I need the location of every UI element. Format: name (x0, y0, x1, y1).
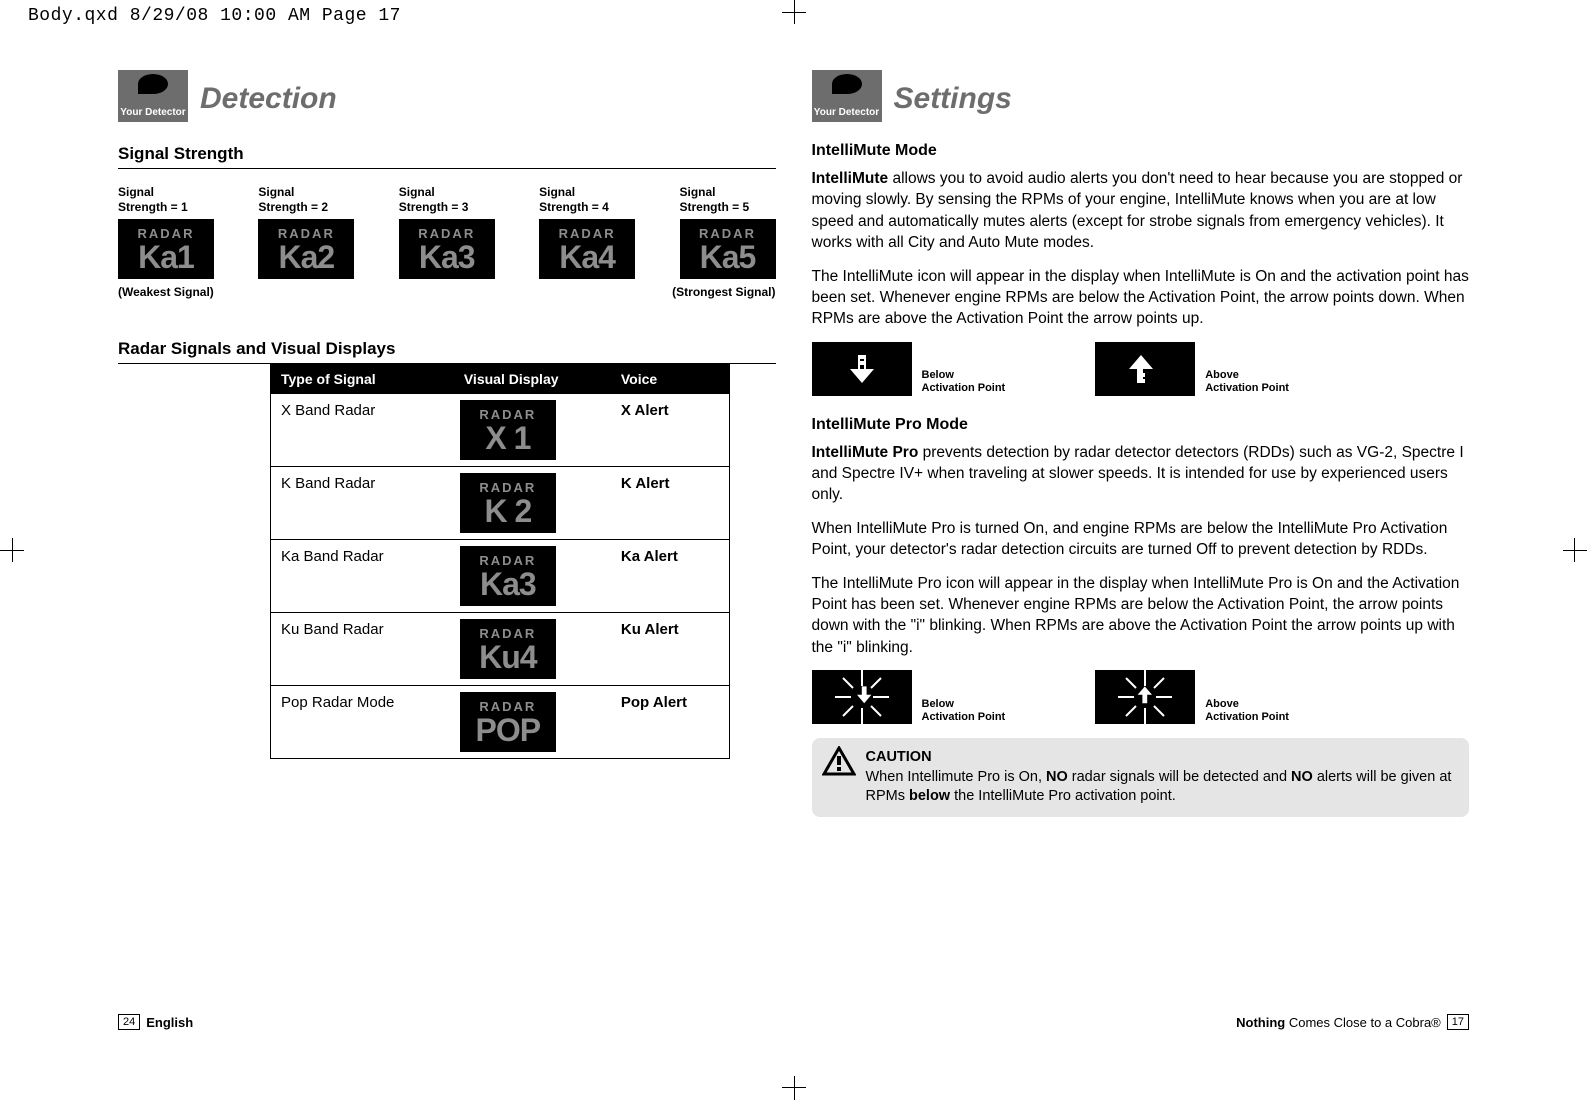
signal-label: SignalStrength = 2 (258, 185, 354, 215)
intellimute-p2: The IntelliMute icon will appear in the … (812, 266, 1470, 330)
section-tab: Your Detector (812, 70, 882, 122)
cobra-logo-icon (832, 74, 862, 94)
intellimute-p1: IntelliMute allows you to avoid audio al… (812, 168, 1470, 254)
cobra-logo-icon (138, 74, 168, 94)
footer-right: Nothing Comes Close to a Cobra® 17 (1236, 1014, 1469, 1030)
crop-mark (782, 12, 806, 13)
signal-column: SignalStrength = 3 RADARKa3 (399, 185, 495, 279)
table-row: X Band Radar RADARX 1 X Alert (271, 394, 730, 467)
cell-type: X Band Radar (271, 394, 454, 467)
signal-column: SignalStrength = 4 RADARKa4 (539, 185, 635, 279)
section-tab: Your Detector (118, 70, 188, 122)
footer-left: 24 English (118, 1014, 193, 1030)
below-label: BelowActivation Point (922, 369, 1006, 395)
arrow-down-icon (812, 342, 912, 396)
lcd-display: RADARKa3 (460, 546, 556, 606)
table-row: Ka Band Radar RADARKa3 Ka Alert (271, 540, 730, 613)
print-sheet: Body.qxd 8/29/08 10:00 AM Page 17 Your D… (0, 0, 1587, 1100)
page-number: 24 (118, 1014, 140, 1030)
radar-table-heading: Radar Signals and Visual Displays (118, 339, 776, 359)
lcd-display: RADARK 2 (460, 473, 556, 533)
footer-language: English (146, 1015, 193, 1030)
cell-type: Ka Band Radar (271, 540, 454, 613)
crop-mark (1574, 538, 1575, 562)
warning-icon (822, 746, 856, 776)
signal-strength-heading: Signal Strength (118, 144, 776, 164)
cell-voice: Pop Alert (611, 686, 730, 759)
col-type: Type of Signal (271, 365, 454, 394)
crop-mark (794, 1076, 795, 1100)
lcd-display: RADARKa5 (680, 219, 776, 279)
lcd-display: RADARKa3 (399, 219, 495, 279)
signal-label: SignalStrength = 1 (118, 185, 214, 215)
page-settings: Your Detector Settings IntelliMute Mode … (812, 70, 1470, 1030)
cell-voice: K Alert (611, 467, 730, 540)
signal-label: SignalStrength = 4 (539, 185, 635, 215)
intellimute-pro-heading: IntelliMute Pro Mode (812, 416, 1470, 434)
cell-type: K Band Radar (271, 467, 454, 540)
intellimute-pro-icons: BelowActivation Point AboveActivation Po… (812, 670, 1470, 724)
signal-label: SignalStrength = 3 (399, 185, 495, 215)
radar-signals-table: Type of Signal Visual Display Voice X Ba… (270, 364, 730, 759)
cell-type: Pop Radar Mode (271, 686, 454, 759)
above-label: AboveActivation Point (1205, 698, 1289, 724)
burst-arrow-up-icon (1095, 670, 1195, 724)
lcd-display: RADARKu4 (460, 619, 556, 679)
signal-label: SignalStrength = 5 (680, 185, 776, 215)
cell-display: RADARX 1 (454, 394, 611, 467)
table-row: Ku Band Radar RADARKu4 Ku Alert (271, 613, 730, 686)
page-title: Settings (894, 82, 1012, 116)
intellimute-heading: IntelliMute Mode (812, 142, 1470, 160)
caution-text: When Intellimute Pro is On, NO radar sig… (866, 768, 1456, 807)
lcd-display: RADARPOP (460, 692, 556, 752)
above-label: AboveActivation Point (1205, 369, 1289, 395)
intellimute-pro-p3: The IntelliMute Pro icon will appear in … (812, 573, 1470, 659)
lcd-display: RADARKa2 (258, 219, 354, 279)
crop-mark (782, 1087, 806, 1088)
cell-voice: X Alert (611, 394, 730, 467)
tab-label: Your Detector (814, 107, 879, 122)
page-title: Detection (200, 82, 337, 116)
tab-label: Your Detector (120, 107, 185, 122)
intellimute-pro-p2: When IntelliMute Pro is turned On, and e… (812, 518, 1470, 561)
cell-display: RADARPOP (454, 686, 611, 759)
divider (118, 168, 776, 169)
cell-voice: Ku Alert (611, 613, 730, 686)
arrow-up-icon (1095, 342, 1195, 396)
cell-type: Ku Band Radar (271, 613, 454, 686)
signal-column: SignalStrength = 2 RADARKa2 (258, 185, 354, 279)
lcd-display: RADARKa4 (539, 219, 635, 279)
page-detection: Your Detector Detection Signal Strength … (118, 70, 776, 1030)
strongest-label: (Strongest Signal) (672, 285, 775, 299)
below-label: BelowActivation Point (922, 698, 1006, 724)
crop-mark (12, 538, 13, 562)
intellimute-icons: BelowActivation Point AboveActivation Po… (812, 342, 1470, 396)
signal-range-labels: (Weakest Signal) (Strongest Signal) (118, 285, 776, 299)
signal-strength-row: SignalStrength = 1 RADARKa1SignalStrengt… (118, 185, 776, 279)
burst-arrow-down-icon (812, 670, 912, 724)
col-voice: Voice (611, 365, 730, 394)
crop-mark (1563, 550, 1587, 551)
caution-box: CAUTION When Intellimute Pro is On, NO r… (812, 738, 1470, 817)
slug-line: Body.qxd 8/29/08 10:00 AM Page 17 (28, 6, 401, 26)
lcd-display: RADARX 1 (460, 400, 556, 460)
intellimute-pro-p1: IntelliMute Pro prevents detection by ra… (812, 442, 1470, 506)
caution-title: CAUTION (866, 748, 1456, 768)
table-row: Pop Radar Mode RADARPOP Pop Alert (271, 686, 730, 759)
cell-display: RADARKa3 (454, 540, 611, 613)
footer-tagline: Nothing Comes Close to a Cobra® (1236, 1015, 1441, 1030)
lcd-display: RADARKa1 (118, 219, 214, 279)
signal-column: SignalStrength = 5 RADARKa5 (680, 185, 776, 279)
cell-display: RADARK 2 (454, 467, 611, 540)
table-row: K Band Radar RADARK 2 K Alert (271, 467, 730, 540)
signal-column: SignalStrength = 1 RADARKa1 (118, 185, 214, 279)
col-display: Visual Display (454, 365, 611, 394)
weakest-label: (Weakest Signal) (118, 285, 214, 299)
cell-display: RADARKu4 (454, 613, 611, 686)
page-number: 17 (1447, 1014, 1469, 1030)
cell-voice: Ka Alert (611, 540, 730, 613)
